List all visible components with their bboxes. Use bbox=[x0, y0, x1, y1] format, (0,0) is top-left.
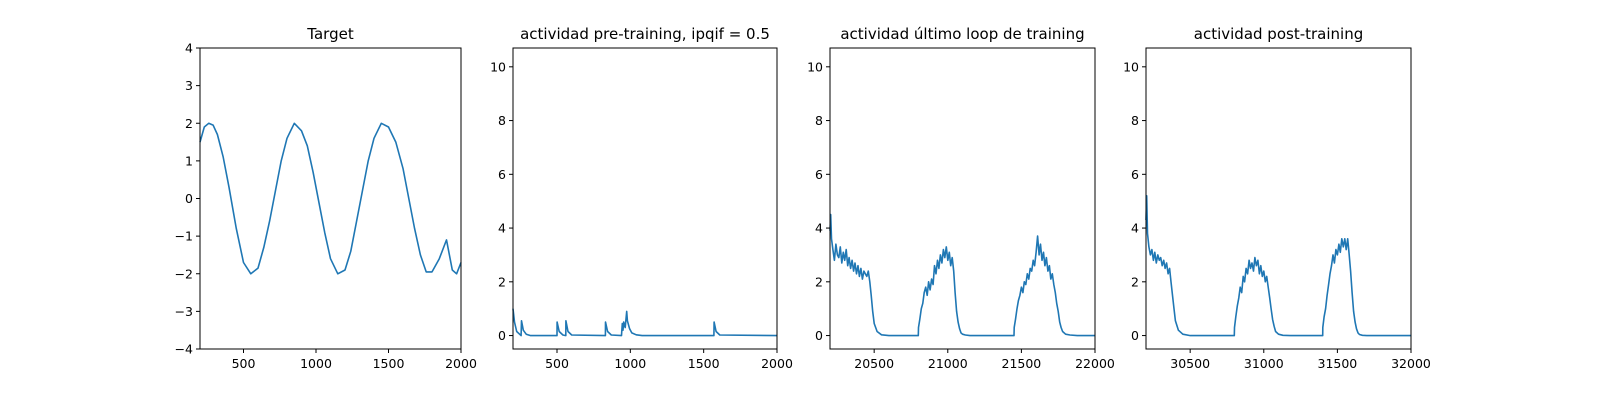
x-tick-label: 21000 bbox=[928, 356, 968, 371]
y-tick-label: 2 bbox=[815, 274, 823, 289]
axes-frame bbox=[1145, 47, 1412, 350]
axes-frame bbox=[829, 47, 1096, 350]
x-tick-label: 21500 bbox=[1002, 356, 1042, 371]
y-tick-label: 0 bbox=[498, 328, 506, 343]
y-tick-label: 4 bbox=[498, 221, 506, 236]
y-tick-label: 8 bbox=[1131, 113, 1139, 128]
chart-panel-1: 500 1000 1500 2000 −4 −3 −2 −1 0 1 2 3 4 Target bbox=[175, 25, 477, 371]
chart-title: actividad pre-training, ipqif = 0.5 bbox=[520, 25, 770, 43]
x-tick-label: 32000 bbox=[1391, 356, 1431, 371]
y-tick-label: 0 bbox=[815, 328, 823, 343]
series-line-1 bbox=[829, 213, 1095, 337]
chart-title: actividad post-training bbox=[1194, 25, 1363, 43]
series-line-1 bbox=[1145, 195, 1411, 337]
x-tick-label: 2000 bbox=[761, 356, 793, 371]
y-tick-label: 2 bbox=[185, 116, 193, 131]
chart-panel-2: 500 1000 1500 2000 0 2 4 6 8 10 actividad pre-trai… bbox=[490, 25, 793, 371]
y-tick-label: 1 bbox=[185, 153, 193, 168]
y-tick-label: 0 bbox=[1131, 328, 1139, 343]
x-tick-label: 1000 bbox=[614, 356, 646, 371]
y-tick-label: 4 bbox=[185, 41, 193, 56]
y-tick-label: 3 bbox=[185, 78, 193, 93]
y-tick-label: 2 bbox=[1131, 274, 1139, 289]
y-tick-label: 10 bbox=[490, 59, 506, 74]
x-tick-label: 31500 bbox=[1318, 356, 1358, 371]
axes-frame bbox=[512, 47, 778, 350]
axes-frame bbox=[199, 47, 462, 350]
x-tick-label: 1500 bbox=[373, 356, 405, 371]
y-tick-label: 4 bbox=[1131, 221, 1139, 236]
x-tick-label: 20500 bbox=[854, 356, 894, 371]
x-tick-label: 22000 bbox=[1075, 356, 1115, 371]
y-tick-label: 0 bbox=[185, 191, 193, 206]
y-tick-label: 6 bbox=[1131, 167, 1139, 182]
chart-panel-3: 20500 21000 21500 22000 0 2 4 6 8 10 actividad últ… bbox=[807, 25, 1115, 371]
series-line-1 bbox=[199, 122, 462, 275]
y-tick-label: 10 bbox=[1123, 59, 1139, 74]
y-tick-label: 8 bbox=[815, 113, 823, 128]
x-tick-label: 30500 bbox=[1170, 356, 1210, 371]
y-tick-label: 8 bbox=[498, 113, 506, 128]
series-line-1 bbox=[512, 308, 778, 337]
x-tick-label: 1000 bbox=[300, 356, 332, 371]
y-tick-label: 10 bbox=[807, 59, 823, 74]
y-tick-label: −4 bbox=[175, 342, 193, 357]
x-tick-label: 500 bbox=[545, 356, 569, 371]
chart-title: Target bbox=[306, 25, 354, 43]
x-tick-label: 2000 bbox=[445, 356, 477, 371]
y-tick-label: −3 bbox=[175, 304, 193, 319]
x-tick-label: 500 bbox=[232, 356, 256, 371]
x-tick-label: 31000 bbox=[1244, 356, 1284, 371]
chart-title: actividad último loop de training bbox=[840, 25, 1084, 43]
y-tick-label: 6 bbox=[815, 167, 823, 182]
y-tick-label: 2 bbox=[498, 274, 506, 289]
x-tick-label: 1500 bbox=[688, 356, 720, 371]
y-tick-label: −2 bbox=[175, 266, 193, 281]
y-tick-label: −1 bbox=[175, 229, 193, 244]
y-tick-label: 6 bbox=[498, 167, 506, 182]
y-tick-label: 4 bbox=[815, 221, 823, 236]
chart-panel-4: 30500 31000 31500 32000 0 2 4 6 8 10 actividad pos… bbox=[1123, 25, 1431, 371]
